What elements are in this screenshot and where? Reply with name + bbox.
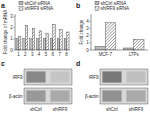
x-tick-label: 2 xyxy=(24,52,27,57)
bar-chart: aFold change of mRNA012312345678shCtrl s… xyxy=(1,1,70,58)
blot-band xyxy=(50,90,69,101)
y-tick-label: 1 xyxy=(86,40,89,45)
x-tick-label: 4 xyxy=(38,52,41,57)
y-tick-label: 4 xyxy=(86,19,89,24)
y-tick-label: 3 xyxy=(86,26,89,31)
x-tick-label: 7 xyxy=(58,52,61,57)
y-tick xyxy=(90,50,92,51)
y-axis-label: Fold change xyxy=(79,19,84,44)
chart-title: a xyxy=(1,2,5,9)
y-tick-label: 2 xyxy=(10,25,13,30)
legend: shCtrl siRNAshIRF9 siRNA xyxy=(95,1,129,12)
y-tick-label: 2 xyxy=(86,33,89,38)
blot-panel: c IRF9 β-actin shCtrl shIRF9 xyxy=(1,60,72,112)
row-label: β-actin xyxy=(85,94,99,99)
column-label: shCtrl xyxy=(30,107,42,112)
y-axis-label: Fold change of mRNA xyxy=(3,10,8,54)
y-tick xyxy=(90,28,92,29)
bar xyxy=(60,30,62,50)
panel-label: c xyxy=(1,60,5,67)
y-tick-label: 1 xyxy=(10,36,13,41)
bar xyxy=(134,39,144,50)
legend-label: shCtrl siRNA xyxy=(101,1,127,6)
x-tick-label: MCF-7 xyxy=(98,52,112,57)
y-tick xyxy=(90,42,92,43)
blot-frame xyxy=(100,69,148,85)
panel-label: d xyxy=(76,60,80,67)
bars xyxy=(16,24,69,50)
x-axis-line xyxy=(15,50,70,51)
y-axis-line xyxy=(91,14,92,50)
blot-panel: d IRF9 β-actin shCtrl shIRF9 xyxy=(76,60,148,112)
bar xyxy=(16,39,18,50)
figure: aFold change of mRNA012312345678shCtrl s… xyxy=(0,0,150,122)
blot-band xyxy=(26,90,45,101)
legend-label: shIRF9 siRNA xyxy=(25,6,54,11)
bar xyxy=(23,39,25,50)
bar xyxy=(53,24,55,50)
row-label: β-actin xyxy=(9,94,23,99)
chart-title: b xyxy=(76,2,80,9)
legend-swatch xyxy=(95,7,99,11)
legend-label: shIRF9 siRNA xyxy=(101,6,130,11)
bar xyxy=(123,48,133,50)
bar xyxy=(32,29,34,50)
y-axis-line xyxy=(15,14,16,50)
y-tick-label: 0 xyxy=(86,48,89,53)
x-tick-label: 5 xyxy=(45,52,48,57)
legend-swatch xyxy=(95,1,99,5)
legend-swatch xyxy=(19,1,23,5)
bar-chart: b Fold change0 1 2 3 4 MCF-7 LTPs shCtrl siRNAsh… xyxy=(76,1,148,58)
bar xyxy=(57,39,59,50)
x-tick-label: LTPs xyxy=(129,52,140,57)
bar xyxy=(30,39,32,50)
bar xyxy=(39,31,41,50)
bar xyxy=(50,39,52,50)
column-label: shIRF9 xyxy=(53,107,68,112)
y-tick xyxy=(14,27,16,28)
bar xyxy=(67,32,69,50)
y-tick xyxy=(14,38,16,39)
blot-band xyxy=(26,71,45,82)
y-tick-label: 0 xyxy=(10,48,13,53)
column-label: shCtrl xyxy=(106,107,118,112)
bar xyxy=(95,46,105,50)
blot-band xyxy=(126,71,145,82)
legend-label: shCtrl siRNA xyxy=(25,1,51,6)
legend: shCtrl siRNAshIRF9 siRNA xyxy=(19,1,53,12)
blot-frame xyxy=(24,69,72,85)
bar xyxy=(105,23,115,50)
x-tick-label: 1 xyxy=(17,52,20,57)
bar xyxy=(37,39,39,50)
row-label: IRF9 xyxy=(89,75,99,80)
blot-band xyxy=(102,71,121,82)
y-tick xyxy=(90,21,92,22)
y-tick xyxy=(14,16,16,17)
blot-band xyxy=(126,90,145,101)
row-label: IRF9 xyxy=(13,75,23,80)
bar xyxy=(25,25,27,50)
bars xyxy=(95,23,144,50)
blot-band xyxy=(102,90,121,101)
bar xyxy=(64,39,66,50)
y-tick-label: 3 xyxy=(10,14,13,19)
blot-frame xyxy=(100,88,148,104)
x-axis-line xyxy=(91,50,148,51)
blot-band xyxy=(50,71,69,82)
bar xyxy=(43,39,45,50)
bar xyxy=(18,37,20,51)
x-tick-label: 8 xyxy=(65,52,68,57)
y-tick xyxy=(14,50,16,51)
x-tick-label: 3 xyxy=(31,52,34,57)
column-label: shIRF9 xyxy=(129,107,144,112)
legend-swatch xyxy=(19,7,23,11)
bar xyxy=(46,33,48,50)
y-tick xyxy=(90,35,92,36)
x-tick-label: 6 xyxy=(52,52,55,57)
blot-frame xyxy=(24,88,72,104)
